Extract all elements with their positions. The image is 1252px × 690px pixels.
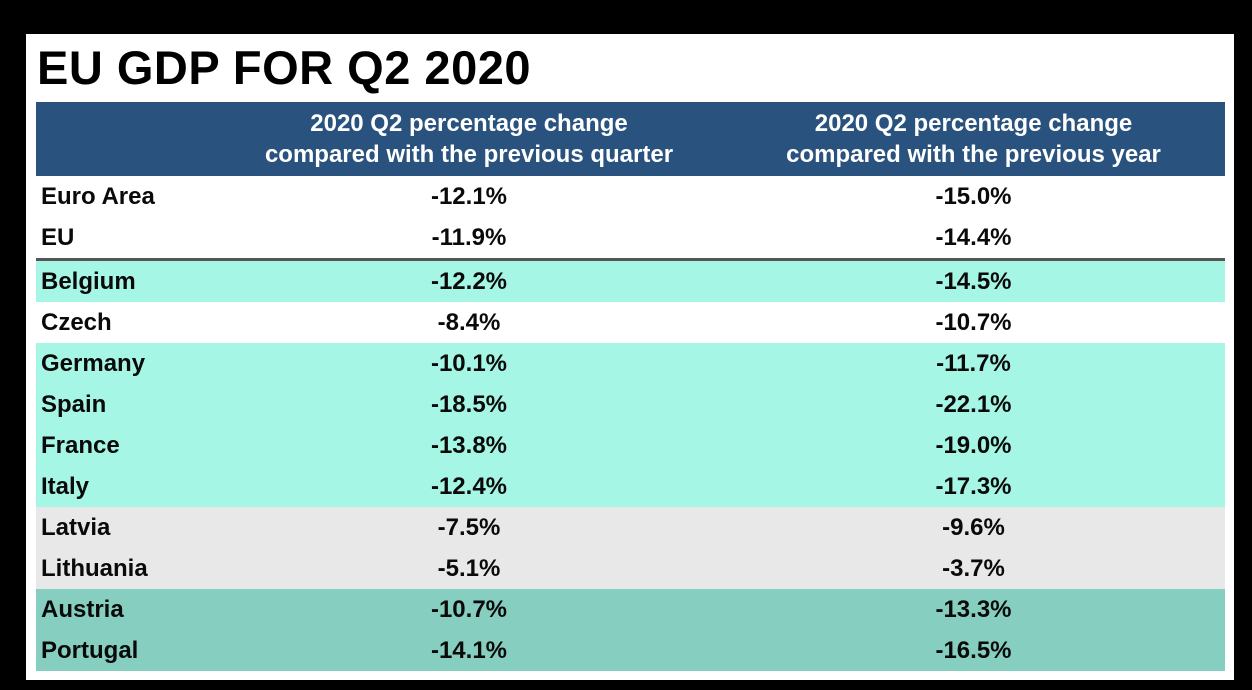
quarter-change-cell: -12.1% bbox=[216, 176, 722, 217]
country-cell: Czech bbox=[36, 302, 216, 343]
country-cell: Lithuania bbox=[36, 548, 216, 589]
country-cell: Portugal bbox=[36, 630, 216, 671]
country-cell: Italy bbox=[36, 466, 216, 507]
table-row: Portugal -14.1% -16.5% bbox=[36, 630, 1225, 671]
year-change-cell: -17.3% bbox=[722, 466, 1225, 507]
country-cell: EU bbox=[36, 217, 216, 260]
table-row: France -13.8% -19.0% bbox=[36, 425, 1225, 466]
country-cell: Latvia bbox=[36, 507, 216, 548]
table-row: Latvia -7.5% -9.6% bbox=[36, 507, 1225, 548]
country-cell: Euro Area bbox=[36, 176, 216, 217]
quarter-change-cell: -13.8% bbox=[216, 425, 722, 466]
year-change-cell: -14.4% bbox=[722, 217, 1225, 260]
year-change-cell: -15.0% bbox=[722, 176, 1225, 217]
table-row: Belgium -12.2% -14.5% bbox=[36, 258, 1225, 302]
header-quarter-change: 2020 Q2 percentage change compared with t… bbox=[216, 102, 722, 176]
quarter-change-cell: -7.5% bbox=[216, 507, 722, 548]
quarter-change-cell: -12.4% bbox=[216, 466, 722, 507]
table-row: Lithuania -5.1% -3.7% bbox=[36, 548, 1225, 589]
country-cell: Germany bbox=[36, 343, 216, 384]
quarter-change-cell: -10.1% bbox=[216, 343, 722, 384]
header-country bbox=[36, 102, 216, 176]
quarter-change-cell: -8.4% bbox=[216, 302, 722, 343]
table-row: EU -11.9% -14.4% bbox=[36, 217, 1225, 260]
year-change-cell: -19.0% bbox=[722, 425, 1225, 466]
quarter-change-cell: -11.9% bbox=[216, 217, 722, 260]
year-change-cell: -10.7% bbox=[722, 302, 1225, 343]
year-change-cell: -22.1% bbox=[722, 384, 1225, 425]
quarter-change-cell: -5.1% bbox=[216, 548, 722, 589]
quarter-change-cell: -18.5% bbox=[216, 384, 722, 425]
slide: EU GDP FOR Q2 2020 2020 Q2 percentage ch… bbox=[26, 34, 1234, 680]
country-cell: France bbox=[36, 425, 216, 466]
country-cell: Austria bbox=[36, 589, 216, 630]
quarter-change-cell: -14.1% bbox=[216, 630, 722, 671]
table-header-row: 2020 Q2 percentage change compared with t… bbox=[36, 102, 1225, 176]
year-change-cell: -14.5% bbox=[722, 258, 1225, 302]
year-change-cell: -3.7% bbox=[722, 548, 1225, 589]
year-change-cell: -9.6% bbox=[722, 507, 1225, 548]
year-change-cell: -13.3% bbox=[722, 589, 1225, 630]
year-change-cell: -11.7% bbox=[722, 343, 1225, 384]
table-row: Austria -10.7% -13.3% bbox=[36, 589, 1225, 630]
quarter-change-cell: -12.2% bbox=[216, 258, 722, 302]
country-cell: Spain bbox=[36, 384, 216, 425]
quarter-change-cell: -10.7% bbox=[216, 589, 722, 630]
country-cell: Belgium bbox=[36, 258, 216, 302]
table-row: Italy -12.4% -17.3% bbox=[36, 466, 1225, 507]
table-row: Czech -8.4% -10.7% bbox=[36, 302, 1225, 343]
table-row: Spain -18.5% -22.1% bbox=[36, 384, 1225, 425]
table-row: Germany -10.1% -11.7% bbox=[36, 343, 1225, 384]
header-year-change: 2020 Q2 percentage change compared with t… bbox=[722, 102, 1225, 176]
page-title: EU GDP FOR Q2 2020 bbox=[37, 41, 531, 94]
gdp-table: 2020 Q2 percentage change compared with t… bbox=[36, 102, 1225, 671]
year-change-cell: -16.5% bbox=[722, 630, 1225, 671]
table-row: Euro Area -12.1% -15.0% bbox=[36, 176, 1225, 217]
